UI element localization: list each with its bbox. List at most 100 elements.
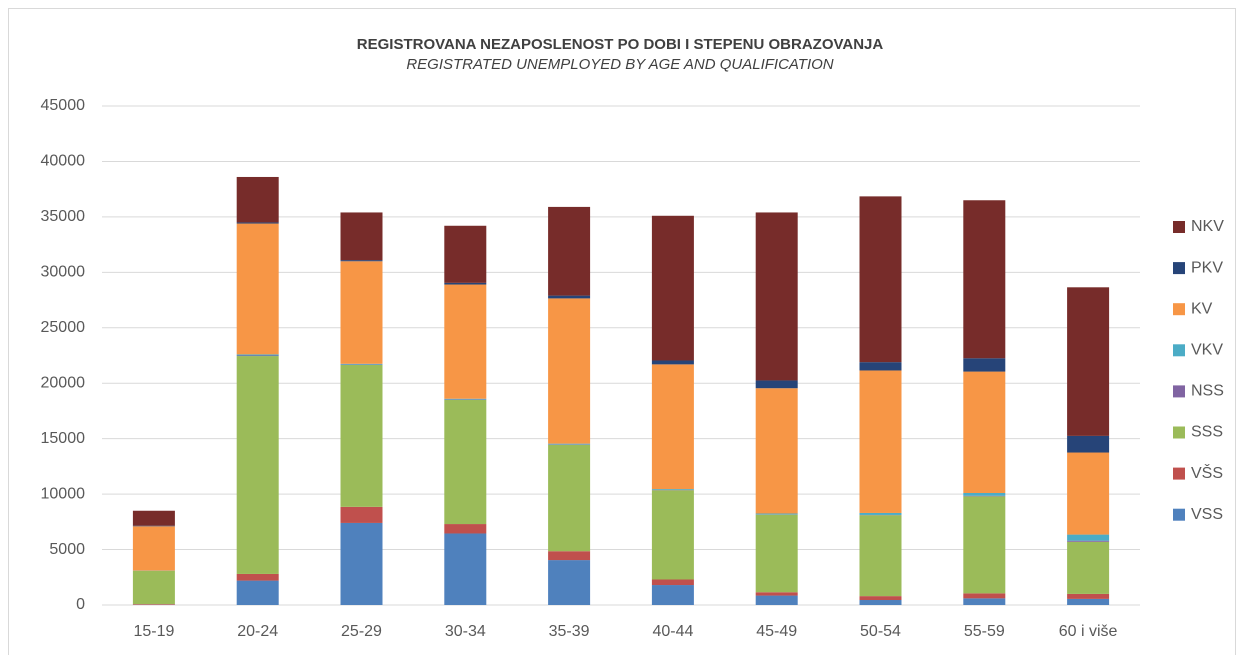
bar-segment bbox=[340, 506, 383, 523]
bar-segment bbox=[1067, 540, 1110, 542]
x-tick-label: 40-44 bbox=[652, 623, 693, 640]
legend-swatch bbox=[1173, 303, 1185, 316]
bar-segment bbox=[340, 522, 383, 605]
bar-segment bbox=[755, 388, 798, 514]
bar-segment bbox=[859, 196, 902, 363]
bar-segment bbox=[444, 533, 487, 605]
bar-segment bbox=[236, 580, 279, 605]
x-tick-label: 25-29 bbox=[341, 623, 382, 640]
bar-segment bbox=[859, 515, 902, 597]
legend-swatch bbox=[1173, 426, 1185, 439]
bar-segment bbox=[236, 573, 279, 581]
bar-segment bbox=[548, 551, 591, 561]
bar-segment bbox=[651, 360, 694, 365]
bar-segment bbox=[132, 510, 175, 526]
legend-label: NSS bbox=[1191, 383, 1224, 400]
chart-subtitle: REGISTRATED UNEMPLOYED BY AGE AND QUALIF… bbox=[406, 56, 833, 73]
bar-segment bbox=[859, 362, 902, 371]
bar-segment bbox=[340, 260, 383, 262]
bar-segment bbox=[132, 604, 175, 605]
bar-segment bbox=[755, 513, 798, 515]
bar-segment bbox=[236, 356, 279, 574]
bar-segment bbox=[651, 215, 694, 361]
bar-segment bbox=[651, 579, 694, 586]
legend-label: VŠS bbox=[1191, 463, 1223, 482]
bar-segment bbox=[548, 298, 591, 444]
bar-segment bbox=[651, 490, 694, 580]
y-tick-label: 15000 bbox=[41, 430, 86, 447]
bar-segment bbox=[444, 225, 487, 283]
legend-swatch bbox=[1173, 221, 1185, 233]
bar-segment bbox=[755, 212, 798, 381]
x-tick-label: 60 i više bbox=[1059, 623, 1118, 640]
y-tick-label: 40000 bbox=[41, 153, 86, 170]
bar-segment bbox=[963, 593, 1006, 599]
bar-segment bbox=[444, 282, 487, 285]
bar-segment bbox=[444, 524, 487, 534]
y-tick-label: 0 bbox=[76, 596, 85, 613]
bar-segment bbox=[755, 592, 798, 596]
bar-segment bbox=[236, 222, 279, 224]
bar-segment bbox=[1067, 287, 1110, 436]
bar-segment bbox=[1067, 452, 1110, 535]
bar-segment bbox=[444, 398, 487, 400]
bar-segment bbox=[755, 514, 798, 593]
bar-segment bbox=[236, 223, 279, 355]
bar-segment bbox=[755, 595, 798, 605]
bar-segment bbox=[859, 512, 902, 515]
bar-segment bbox=[1067, 541, 1110, 594]
bar-segment bbox=[963, 493, 1006, 496]
bar-segment bbox=[340, 212, 383, 261]
y-tick-label: 20000 bbox=[41, 374, 86, 391]
bar-segment bbox=[340, 261, 383, 364]
bar-segment bbox=[444, 284, 487, 399]
bar-segment bbox=[1067, 534, 1110, 541]
bar-segment bbox=[1067, 598, 1110, 605]
bar-segment bbox=[859, 370, 902, 513]
legend-swatch bbox=[1173, 385, 1185, 398]
bar-segment bbox=[236, 355, 279, 357]
bar-segment bbox=[340, 364, 383, 507]
legend-swatch bbox=[1173, 508, 1185, 521]
bar-segment bbox=[755, 380, 798, 389]
legend-swatch bbox=[1173, 344, 1185, 357]
bar-segment bbox=[963, 358, 1006, 372]
x-tick-label: 45-49 bbox=[756, 623, 797, 640]
y-tick-label: 10000 bbox=[41, 485, 86, 502]
chart-frame bbox=[8, 8, 1236, 655]
x-tick-label: 20-24 bbox=[237, 623, 278, 640]
bar-segment bbox=[548, 443, 591, 445]
bar-segment bbox=[548, 560, 591, 605]
bar-segment bbox=[548, 206, 591, 296]
bar-segment bbox=[963, 495, 1006, 497]
y-tick-label: 25000 bbox=[41, 319, 86, 336]
legend-swatch bbox=[1173, 262, 1185, 275]
x-tick-label: 30-34 bbox=[445, 623, 486, 640]
bar-segment bbox=[132, 570, 175, 605]
bar-segment bbox=[963, 371, 1006, 494]
bar-segment bbox=[444, 399, 487, 525]
y-tick-label: 45000 bbox=[41, 97, 86, 114]
bar-segment bbox=[963, 598, 1006, 605]
bar-segment bbox=[1067, 593, 1110, 599]
bar-segment bbox=[651, 585, 694, 605]
bar-segment bbox=[236, 354, 279, 356]
legend-swatch bbox=[1173, 467, 1185, 480]
bar-segment bbox=[859, 600, 902, 605]
x-tick-label: 35-39 bbox=[549, 623, 590, 640]
legend-label: VSS bbox=[1191, 506, 1223, 523]
x-tick-label: 55-59 bbox=[964, 623, 1005, 640]
bar-segment bbox=[132, 525, 175, 527]
bar-segment bbox=[340, 363, 383, 365]
bar-segment bbox=[548, 295, 591, 299]
y-tick-label: 5000 bbox=[49, 541, 85, 558]
bar-segment bbox=[236, 176, 279, 223]
x-tick-label: 50-54 bbox=[860, 623, 901, 640]
legend-label: KV bbox=[1191, 300, 1213, 317]
x-tick-label: 15-19 bbox=[133, 623, 174, 640]
y-tick-label: 30000 bbox=[41, 264, 86, 281]
bar-segment bbox=[651, 489, 694, 491]
bar-segment bbox=[1067, 435, 1110, 453]
chart-title: REGISTROVANA NEZAPOSLENOST PO DOBI I STE… bbox=[357, 36, 884, 53]
